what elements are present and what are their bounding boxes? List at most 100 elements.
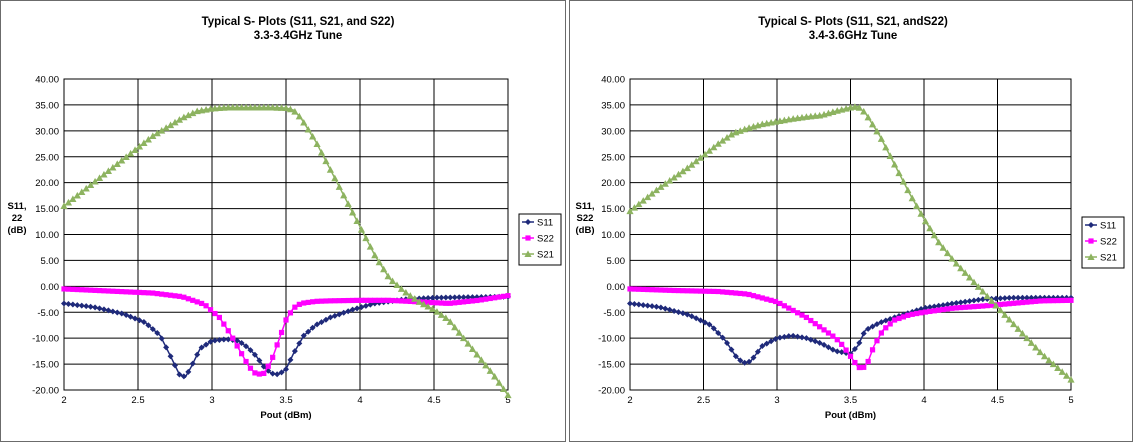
data-point-s11 [666, 306, 673, 313]
chart-title: Typical S- Plots (S11, S21, and S22) [202, 16, 395, 28]
x-axis-label: Pout (dBm) [260, 410, 311, 421]
data-point-s22 [274, 342, 280, 348]
data-point-s21 [104, 167, 112, 175]
data-point-s11 [433, 294, 440, 301]
data-point-s21 [468, 345, 477, 353]
data-point-s11 [701, 319, 708, 326]
data-point-s22 [327, 298, 333, 304]
data-point-s11 [318, 319, 325, 326]
data-point-s11 [349, 306, 356, 313]
data-point-s11 [732, 353, 739, 360]
data-point-s21 [82, 184, 90, 192]
data-point-s11 [970, 297, 977, 304]
data-point-s11 [358, 304, 365, 311]
data-point-s22 [640, 286, 646, 292]
data-point-s22 [194, 299, 200, 305]
data-point-s21 [424, 302, 432, 310]
data-point-s11 [627, 300, 633, 307]
data-point-s11 [781, 333, 788, 340]
data-point-s22 [914, 310, 920, 317]
x-tick-label: 3 [774, 395, 779, 406]
data-point-s11 [176, 371, 183, 378]
data-point-s22 [781, 303, 787, 309]
data-point-s21 [113, 160, 121, 168]
data-point-s22 [403, 298, 409, 304]
data-point-s11 [688, 313, 695, 320]
data-point-s21 [109, 163, 117, 171]
data-point-s11 [922, 304, 929, 311]
data-point-s22 [163, 292, 169, 298]
data-point-s11 [750, 354, 757, 361]
data-point-s22 [487, 295, 493, 302]
data-point-s11 [675, 309, 682, 316]
data-point-s21 [286, 105, 295, 113]
data-point-s21 [1023, 334, 1031, 342]
data-point-s22 [869, 347, 876, 353]
data-point-s21 [1010, 320, 1018, 328]
data-point-s21 [464, 340, 472, 347]
x-tick-label: 4 [357, 395, 362, 406]
data-point-s11 [211, 337, 218, 344]
data-point-s11 [127, 313, 134, 320]
data-point-s21 [131, 146, 139, 154]
data-point-s22 [385, 297, 391, 303]
data-point-s22 [141, 290, 147, 296]
data-point-s21 [171, 118, 179, 126]
data-point-s22 [684, 288, 690, 294]
y-tick-label: 5.00 [41, 256, 60, 267]
data-point-s22 [332, 298, 338, 304]
x-tick-label: 5 [1068, 395, 1073, 406]
data-point-s21 [140, 139, 148, 147]
data-point-s11 [189, 360, 196, 367]
data-point-s11 [935, 302, 942, 309]
data-point-s22 [667, 287, 673, 293]
data-point-s22 [270, 354, 276, 360]
data-point-s21 [420, 300, 428, 308]
data-point-s21 [723, 133, 731, 141]
data-point-s22 [966, 304, 973, 310]
data-point-s22 [456, 299, 462, 305]
data-point-s11 [834, 348, 841, 355]
data-point-s21 [696, 154, 705, 161]
data-point-s21 [1014, 325, 1022, 332]
data-point-s21 [340, 191, 348, 199]
chart-subtitle: 3.3-3.4GHz Tune [254, 30, 343, 42]
data-point-s22 [256, 371, 262, 377]
series-s21 [626, 103, 1075, 383]
data-point-s22 [212, 310, 218, 317]
data-point-s11 [865, 325, 872, 332]
data-point-s21 [322, 157, 330, 165]
series-layer [626, 103, 1075, 383]
data-point-s21 [375, 258, 383, 266]
data-point-s22 [496, 294, 502, 300]
data-point-s22 [389, 297, 396, 304]
data-point-s21 [127, 149, 135, 157]
y-tick-label: -15.00 [598, 360, 625, 371]
data-point-s22 [190, 297, 196, 303]
data-point-s22 [680, 288, 686, 294]
x-tick-label: 4.5 [427, 395, 440, 406]
data-point-s22 [345, 297, 351, 304]
y-tick-label: -15.00 [32, 360, 59, 371]
data-point-s22 [310, 299, 316, 305]
chart-right: Typical S- Plots (S11, S21, andS22) 3.4-3… [575, 16, 1125, 421]
data-point-s11 [693, 315, 700, 322]
legend-label: S21 [1100, 253, 1117, 264]
data-point-s22 [825, 330, 832, 336]
data-point-s11 [684, 311, 691, 318]
data-point-s22 [447, 300, 453, 306]
data-point-s11 [185, 368, 192, 375]
data-point-s11 [109, 308, 116, 315]
data-point-s21 [1062, 372, 1071, 379]
data-point-s22 [1028, 299, 1034, 305]
data-point-s11 [87, 303, 94, 310]
data-point-s11 [851, 346, 858, 353]
data-point-s22 [278, 329, 285, 336]
data-point-s11 [442, 294, 449, 301]
data-point-s22 [438, 300, 444, 306]
legend-item-s22: S22 [1085, 237, 1117, 248]
data-point-s22 [799, 312, 805, 318]
data-point-s11 [274, 371, 281, 378]
data-point-s11 [640, 302, 647, 309]
data-point-s11 [746, 358, 753, 365]
